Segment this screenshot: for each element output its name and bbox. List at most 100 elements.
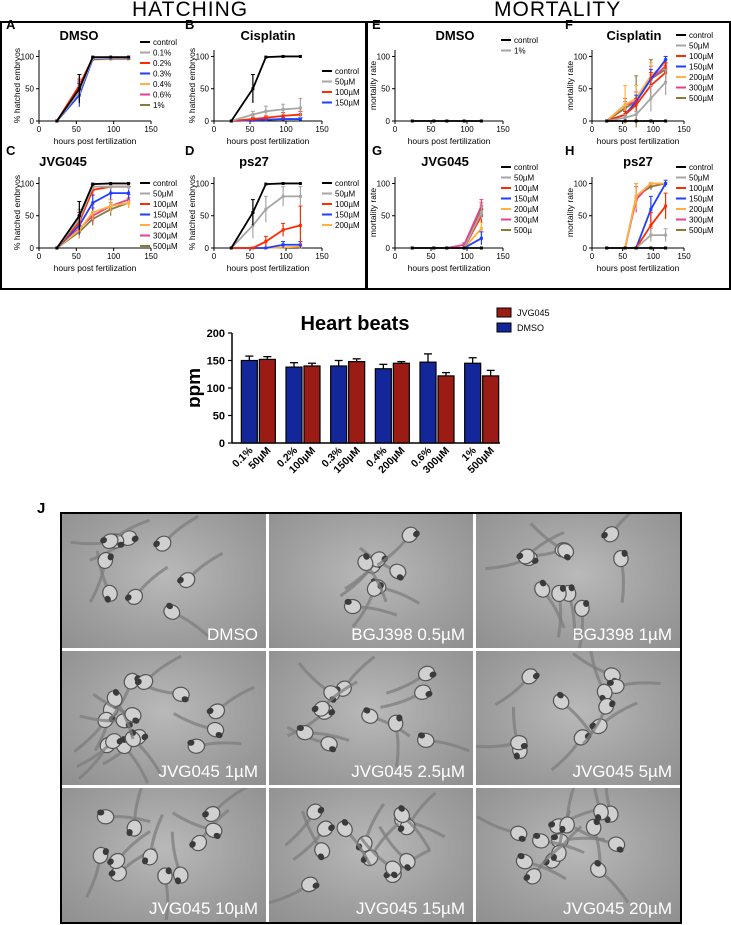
panel-letter-d: D (185, 143, 194, 158)
bar-jvg045 (392, 362, 410, 444)
data-point (251, 113, 255, 117)
embryo-yolk (154, 535, 172, 552)
embryo (96, 809, 151, 825)
embryo-photo (73, 654, 255, 784)
legend-label: 150µM (335, 211, 360, 220)
data-point (91, 201, 95, 205)
embryo-yolk (384, 860, 402, 877)
embryo (357, 553, 388, 603)
y-tick-label: 200 (207, 328, 225, 340)
embryo-eye (104, 595, 111, 603)
legend-label: 200µM (335, 221, 360, 230)
panel-a: A DMSO 0 50 100 150 0 50 100 hours post fertiliza… (6, 17, 177, 146)
embryo-image-jvg045-10-m: JVG045 10µM (62, 788, 266, 922)
legend-label: 0.2% (153, 59, 171, 68)
legend-label: 500µM (689, 226, 714, 235)
embryo (551, 584, 567, 638)
embryo-eye (429, 671, 437, 678)
series-line (56, 58, 129, 122)
x-axis-label: hours post fertilization (408, 263, 491, 273)
data-point (127, 201, 131, 205)
embryo-eye (141, 857, 149, 865)
embryo-yolk (557, 543, 575, 559)
embryo-image-bgj398-1-m: BGJ398 1µM (476, 514, 680, 648)
embryo-image-jvg045-20-m: JVG045 20µM (476, 788, 680, 922)
embryo-eye (520, 742, 528, 750)
embryo-yolk (190, 834, 208, 852)
series-control (605, 119, 668, 123)
y-tick-label: 100 (377, 52, 391, 61)
y-tick-label: 150 (207, 356, 225, 368)
embryo-eye (594, 860, 601, 867)
embryo-image-dmso: DMSO (62, 514, 266, 648)
embryo (515, 853, 567, 881)
embryo (124, 565, 169, 606)
image-label: JVG045 15µM (355, 899, 465, 918)
embryo (100, 518, 151, 550)
panel-j-letter: J (37, 500, 46, 517)
legend-label: 100µM (514, 184, 539, 193)
chart-title: Heart beats (301, 313, 410, 335)
y-axis-label: % hatched embryos (187, 48, 197, 123)
legend-label: 300µM (689, 216, 714, 225)
data-point (479, 211, 483, 214)
y-tick-label: 50 (213, 411, 225, 423)
embryo-eye (134, 678, 142, 686)
legend-label: control (153, 179, 177, 188)
embryo (559, 788, 578, 834)
data-point (664, 58, 668, 62)
embryo (531, 832, 585, 854)
legend-label: 50µM (153, 190, 174, 199)
embryo-eye (559, 584, 566, 592)
embryo-yolk (124, 730, 142, 748)
embryo-eye (181, 696, 189, 703)
data-point (462, 243, 466, 247)
legend-label: 150µM (689, 63, 714, 72)
embryo-eye (413, 530, 420, 538)
embryo-eye (213, 832, 221, 839)
y-tick-label: 50 (25, 85, 34, 94)
panel-e: E DMSO 0 50 100 150 0 50 100 hours post fertiliza… (368, 17, 538, 146)
embryo-yolk (136, 674, 154, 691)
bar-jvg045 (437, 375, 455, 444)
data-point (623, 103, 627, 107)
legend-label: 500µM (689, 94, 714, 103)
embryo-eye (532, 672, 540, 680)
data-point (127, 185, 131, 189)
embryo (177, 551, 224, 589)
data-point (605, 246, 609, 250)
embryo-yolk (590, 861, 607, 878)
embryo-eye (153, 540, 160, 548)
legend-label: 500µ (514, 226, 532, 235)
y-axis-label: mortality rate (368, 61, 378, 110)
x-tick-label: 150 (677, 252, 691, 261)
embryo (269, 876, 320, 905)
legend-label: control (153, 38, 177, 47)
embryo-eye (108, 870, 116, 877)
embryo (582, 697, 616, 746)
embryo (523, 842, 565, 885)
image-label: JVG045 20µM (562, 899, 672, 918)
y-tick-label: 50 (200, 85, 209, 94)
data-point (55, 246, 59, 250)
y-axis-label: % hatched embryos (12, 48, 22, 123)
panel-letter-b: B (185, 17, 194, 32)
embryo (378, 825, 416, 871)
legend-label: 0.1% (153, 49, 171, 58)
embryo-eye (107, 553, 114, 561)
embryo-eye (550, 834, 559, 841)
data-point (664, 233, 668, 237)
data-point (91, 182, 95, 186)
embryo-yolk (607, 836, 626, 852)
embryo-eye (550, 853, 557, 861)
legend-swatch-jvg045 (496, 307, 512, 318)
embryo (574, 599, 590, 648)
series-line (56, 57, 129, 122)
embryo (107, 830, 151, 870)
embryo-eye (516, 552, 524, 560)
embryo-eye (215, 731, 223, 739)
legend-label: 1% (153, 101, 165, 110)
data-point (281, 243, 285, 247)
data-point (127, 181, 131, 185)
embryo (92, 692, 142, 724)
